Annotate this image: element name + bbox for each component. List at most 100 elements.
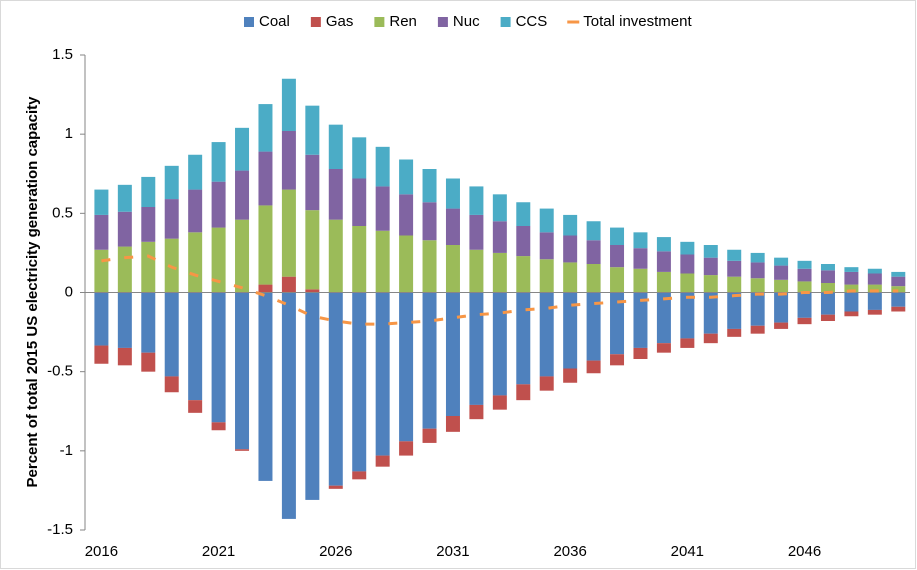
bar-segment <box>516 202 531 226</box>
bar-segment <box>492 395 507 410</box>
bar-segment <box>164 199 179 239</box>
bar-segment <box>680 254 695 274</box>
bar-segment <box>164 376 179 393</box>
x-tick-label: 2031 <box>436 543 469 560</box>
legend-label: Ren <box>389 13 417 30</box>
bar-segment <box>375 146 390 187</box>
bar-segment <box>399 441 414 456</box>
bar-segment <box>633 292 648 348</box>
bar-segment <box>610 227 625 245</box>
bar-segment <box>117 347 132 366</box>
bar-segment <box>891 292 906 307</box>
bar-segment <box>469 186 484 215</box>
bar-segment <box>235 219 250 293</box>
bar-segment <box>891 271 906 277</box>
x-tick-label: 2041 <box>671 543 704 560</box>
bar-segment <box>867 284 882 293</box>
bar-segment <box>281 276 296 293</box>
bar-segment <box>539 232 554 260</box>
bar-segment <box>375 186 390 231</box>
bar-segment <box>445 245 460 293</box>
bar-segment <box>727 276 742 293</box>
bar-segment <box>469 292 484 405</box>
bar-segment <box>820 292 835 315</box>
y-tick-label: -1.5 <box>47 521 73 538</box>
bar-segment <box>586 264 601 293</box>
legend-swatch <box>310 17 321 27</box>
bar-segment <box>727 292 742 329</box>
legend-label: Nuc <box>453 13 480 30</box>
bar-segment <box>305 292 320 500</box>
bar-segment <box>656 271 671 293</box>
bar-segment <box>703 257 718 276</box>
bar-segment <box>867 309 882 315</box>
legend-swatch <box>500 17 511 27</box>
legend-swatch <box>244 17 254 27</box>
bar-segment <box>399 194 414 236</box>
x-tick-label: 2036 <box>553 543 586 560</box>
bar-segment <box>328 124 343 169</box>
bar-segment <box>281 189 296 277</box>
y-tick-label: 0 <box>65 283 73 300</box>
bar-segment <box>328 219 343 293</box>
bar-segment <box>516 256 531 293</box>
bar-segment <box>703 292 718 334</box>
bar-segment <box>352 137 367 179</box>
bar-segment <box>445 178 460 209</box>
bar-segment <box>117 246 132 293</box>
bar-segment <box>117 184 132 212</box>
bar-segment <box>797 292 812 318</box>
x-tick-label: 2046 <box>788 543 821 560</box>
bar-segment <box>422 240 437 293</box>
legend: Coal Gas Ren Nuc CCS Total investment <box>244 13 692 30</box>
bar-segment <box>797 268 812 282</box>
line-series <box>101 254 899 326</box>
bar-segment <box>563 214 578 236</box>
bar-segment <box>680 241 695 255</box>
bar-segment <box>328 485 343 489</box>
bar-segment <box>188 154 203 190</box>
bar-segment <box>492 194 507 222</box>
bar-segment <box>235 292 250 450</box>
bar-segment <box>399 292 414 442</box>
bar-segment <box>750 325 765 334</box>
bar-segment <box>469 404 484 420</box>
bar-segment <box>750 262 765 279</box>
y-tick-label: 1.5 <box>52 46 73 63</box>
bar-segment <box>539 208 554 233</box>
bar-segment <box>844 292 859 312</box>
bar-segment <box>820 270 835 283</box>
bar-segment <box>141 241 156 293</box>
bar-segment <box>469 249 484 293</box>
bar-segment <box>656 292 671 344</box>
bar-segment <box>680 292 695 339</box>
bar-segment <box>727 249 742 261</box>
y-axis-title: Percent of total 2015 US electricity gen… <box>24 96 41 488</box>
bar-segment <box>117 211 132 247</box>
bar-segment <box>352 178 367 226</box>
bar-segment <box>94 214 109 250</box>
bar-segment <box>258 292 273 481</box>
bar-segment <box>352 471 367 480</box>
bar-segment <box>258 151 273 206</box>
bar-segment <box>680 273 695 293</box>
bar-segment <box>211 422 226 431</box>
y-tick-label: -0.5 <box>47 363 73 380</box>
bar-segment <box>633 268 648 293</box>
bar-segment <box>258 205 273 285</box>
bar-segment <box>633 248 648 269</box>
bar-segment <box>281 292 296 519</box>
y-tick-label: 0.5 <box>52 204 73 221</box>
bar-segment <box>141 352 156 372</box>
bar-segment <box>375 455 390 467</box>
bar-segment <box>774 292 789 323</box>
bar-segment <box>703 333 718 344</box>
bar-segment <box>211 142 226 182</box>
legend-swatch <box>374 17 385 27</box>
legend-label: Gas <box>326 13 354 30</box>
x-tick-label: 2016 <box>85 543 118 560</box>
bar-segment <box>844 284 859 293</box>
bar-segment <box>656 251 671 272</box>
bar-segment <box>516 384 531 401</box>
bar-segment <box>820 283 835 293</box>
